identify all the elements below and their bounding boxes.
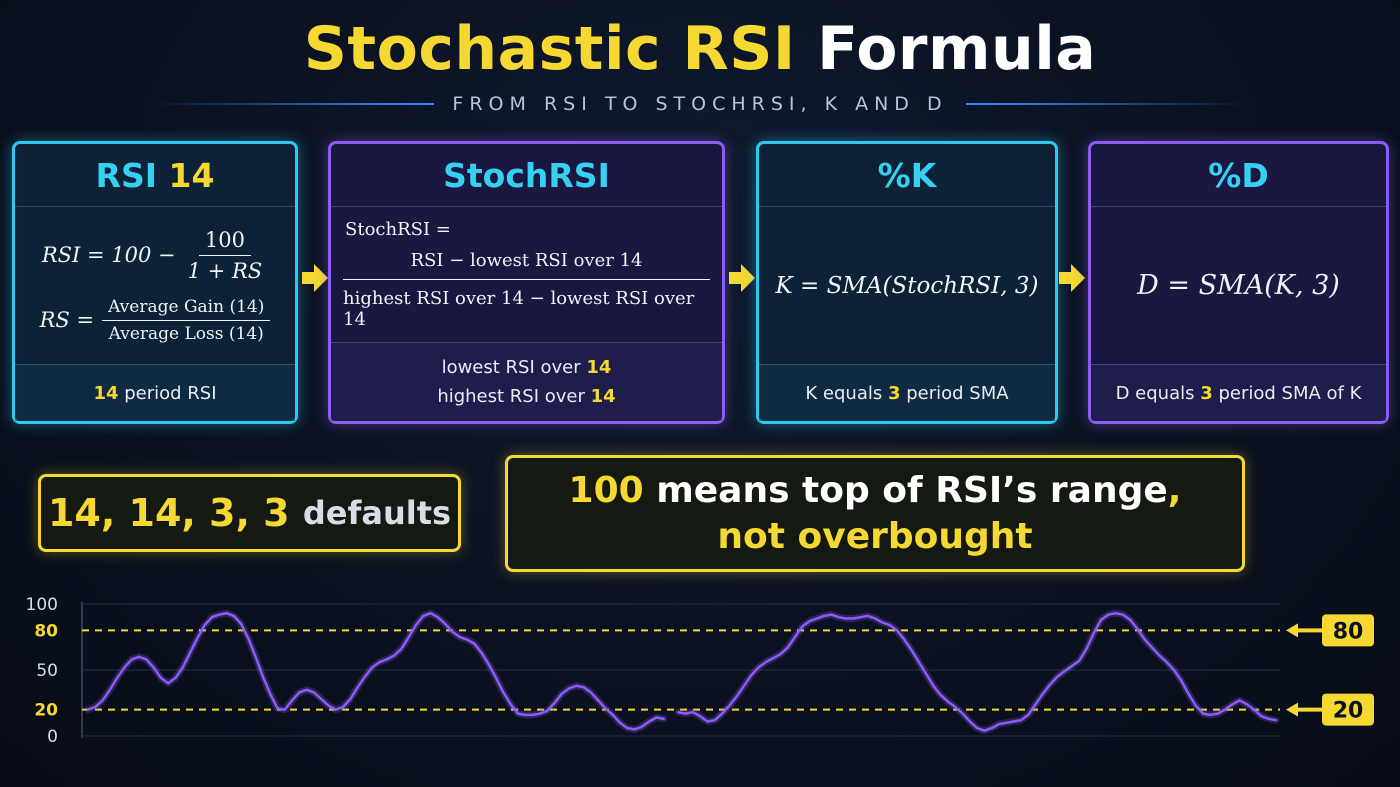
card-k-foot-text-b: period SMA: [906, 382, 1009, 404]
y-tick-label: 0: [47, 727, 58, 747]
y-tick-label: 80: [34, 621, 58, 641]
card-d-foot: D equals 3 period SMA of K: [1091, 364, 1386, 421]
subtitle-divider-left: [150, 103, 435, 105]
defaults-values: 14, 14, 3, 3: [47, 491, 290, 535]
arrow-right-icon: [1059, 264, 1085, 292]
card-stochrsi: StochRSI StochRSI = RSI − lowest RSI ove…: [328, 141, 725, 424]
stochrsi-foot-line1-text: lowest RSI over: [441, 357, 581, 378]
card-rsi-foot-number: 14: [93, 382, 119, 404]
arrow-left-icon: [1286, 702, 1322, 717]
rsi-fraction: 100 1 + RS: [182, 228, 269, 283]
rs-equation-lhs: RS =: [39, 308, 95, 332]
card-d-foot-number: 3: [1200, 382, 1213, 404]
series-line: [86, 611, 1278, 732]
note-line1-text: means top of RSI’s range: [656, 469, 1168, 511]
rsi-numerator: 100: [198, 228, 251, 256]
stochrsi-denominator: highest RSI over 14 − lowest RSI over 14: [343, 288, 695, 330]
card-d-body: D = SMA(K, 3): [1091, 207, 1386, 364]
title-part-highlight: Stochastic RSI: [303, 14, 796, 84]
arrow-right-icon: [302, 264, 328, 292]
card-stochrsi-body: StochRSI = RSI − lowest RSI over 14 high…: [331, 207, 722, 342]
card-rsi: RSI 14 RSI = 100 − 100 1 + RS RS = Avera…: [12, 141, 298, 424]
card-d: %D D = SMA(K, 3) D equals 3 period SMA o…: [1088, 141, 1389, 424]
card-k-foot-text-a: K equals: [805, 382, 883, 404]
note-number: 100: [568, 469, 644, 511]
rsi-equation-lhs: RSI = 100 −: [41, 243, 176, 267]
arrow-right-icon: [729, 264, 755, 292]
card-rsi-foot-text: period RSI: [124, 382, 217, 404]
defaults-badge: 14, 14, 3, 3 defaults: [38, 474, 461, 552]
card-rsi-foot: 14 period RSI: [15, 364, 295, 421]
rs-equation: RS = Average Gain (14) Average Loss (14): [40, 297, 271, 344]
card-k-foot: K equals 3 period SMA: [759, 364, 1055, 421]
subtitle-divider-right: [965, 103, 1250, 105]
card-k: %K K = SMA(StochRSI, 3) K equals 3 perio…: [756, 141, 1058, 424]
note-line1: 100 means top of RSI’s range,: [569, 468, 1182, 514]
card-stochrsi-foot: lowest RSI over 14 highest RSI over 14: [331, 342, 722, 421]
y-tick-label: 50: [36, 661, 58, 681]
defaults-word: defaults: [302, 494, 452, 532]
note-comma: ,: [1167, 469, 1182, 511]
note-line2: not overbought: [717, 515, 1033, 557]
rs-fraction: Average Gain (14) Average Loss (14): [102, 297, 271, 344]
card-k-head: %K: [759, 144, 1055, 207]
stochrsi-fraction: RSI − lowest RSI over 14 highest RSI ove…: [331, 250, 722, 330]
card-stochrsi-head: StochRSI: [331, 144, 722, 207]
rsi-equation: RSI = 100 − 100 1 + RS: [42, 228, 268, 283]
subtitle-row: FROM RSI TO STOCHRSI, K AND D: [150, 92, 1250, 116]
rsi-denominator: 1 + RS: [187, 258, 263, 283]
stochrsi-line-chart: 100 80 50 20 0 80 20: [26, 595, 1374, 747]
subtitle: FROM RSI TO STOCHRSI, K AND D: [452, 93, 948, 115]
reference-badge: [1322, 693, 1374, 726]
k-formula: K = SMA(StochRSI, 3): [775, 272, 1039, 299]
card-k-foot-number: 3: [887, 382, 901, 404]
rs-numerator: Average Gain (14): [102, 297, 271, 321]
card-d-foot-text-b: period SMA of K: [1218, 382, 1362, 404]
y-tick-label: 100: [26, 595, 58, 615]
y-tick-label: 20: [34, 701, 58, 721]
rs-denominator: Average Loss (14): [108, 323, 264, 344]
card-d-foot-text-a: D equals: [1115, 382, 1195, 404]
card-d-head: %D: [1091, 144, 1386, 207]
page-title: Stochastic RSI Formula: [0, 14, 1400, 84]
stochrsi-equation-lhs: StochRSI =: [345, 219, 451, 240]
stochrsi-foot-line2-text: highest RSI over: [437, 386, 585, 407]
title-part-plain: Formula: [817, 14, 1097, 84]
card-k-body: K = SMA(StochRSI, 3): [759, 207, 1055, 364]
stochrsi-numerator: RSI − lowest RSI over 14: [343, 250, 710, 280]
card-rsi-head: RSI 14: [15, 144, 295, 207]
card-rsi-body: RSI = 100 − 100 1 + RS RS = Average Gain…: [15, 207, 295, 364]
stochrsi-foot-line2-number: 14: [590, 386, 616, 407]
card-rsi-head-period: 14: [168, 155, 215, 195]
stochrsi-foot-line1-number: 14: [586, 357, 612, 378]
reference-badge: [1322, 614, 1374, 647]
card-rsi-head-label: RSI: [95, 155, 158, 195]
reference-label: 20: [1333, 699, 1364, 724]
note-badge: 100 means top of RSI’s range, not overbo…: [505, 455, 1245, 572]
d-formula: D = SMA(K, 3): [1137, 270, 1340, 301]
arrow-left-icon: [1286, 623, 1322, 638]
reference-label: 80: [1333, 619, 1364, 644]
